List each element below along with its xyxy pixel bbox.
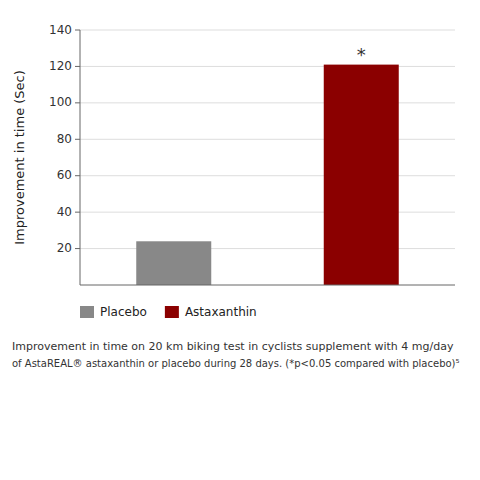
tick-mark — [75, 102, 80, 103]
legend-swatch — [165, 306, 179, 318]
tick-label: 40 — [57, 205, 72, 219]
caption: Improvement in time on 20 km biking test… — [12, 340, 454, 353]
tick-mark — [75, 66, 80, 67]
tick-mark — [75, 139, 80, 140]
bar — [136, 241, 211, 285]
legend-swatch — [80, 306, 94, 318]
tick-label: 80 — [57, 132, 72, 146]
annotation: * — [357, 44, 366, 65]
tick-label: 20 — [57, 241, 72, 255]
legend: Placebo Astaxanthin — [80, 305, 257, 319]
bar — [324, 65, 399, 285]
grid-line — [80, 30, 455, 31]
tick-label: 120 — [49, 59, 72, 73]
legend-label: Placebo — [100, 305, 147, 319]
tick-label: 140 — [49, 23, 72, 37]
tick-label: 100 — [49, 95, 72, 109]
bars — [136, 65, 399, 285]
tick-mark — [75, 30, 80, 31]
legend-label: Astaxanthin — [185, 305, 257, 319]
tick-label: 60 — [57, 168, 72, 182]
y-axis-label: Improvement in time (Sec) — [12, 70, 27, 245]
tick-mark — [75, 248, 80, 249]
tick-mark — [75, 175, 80, 176]
tick-mark — [75, 212, 80, 213]
x-axis-line — [80, 285, 455, 286]
caption: of AstaREAL® astaxanthin or placebo duri… — [12, 358, 460, 369]
chart: 20 40 60 80 100 120 140 Improvement in time (Se… — [0, 0, 480, 480]
y-axis-line — [80, 30, 81, 285]
